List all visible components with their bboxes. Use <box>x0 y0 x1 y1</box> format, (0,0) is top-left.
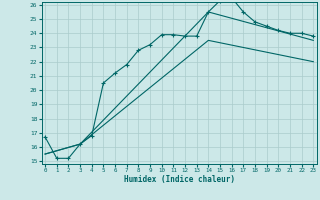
X-axis label: Humidex (Indice chaleur): Humidex (Indice chaleur) <box>124 175 235 184</box>
